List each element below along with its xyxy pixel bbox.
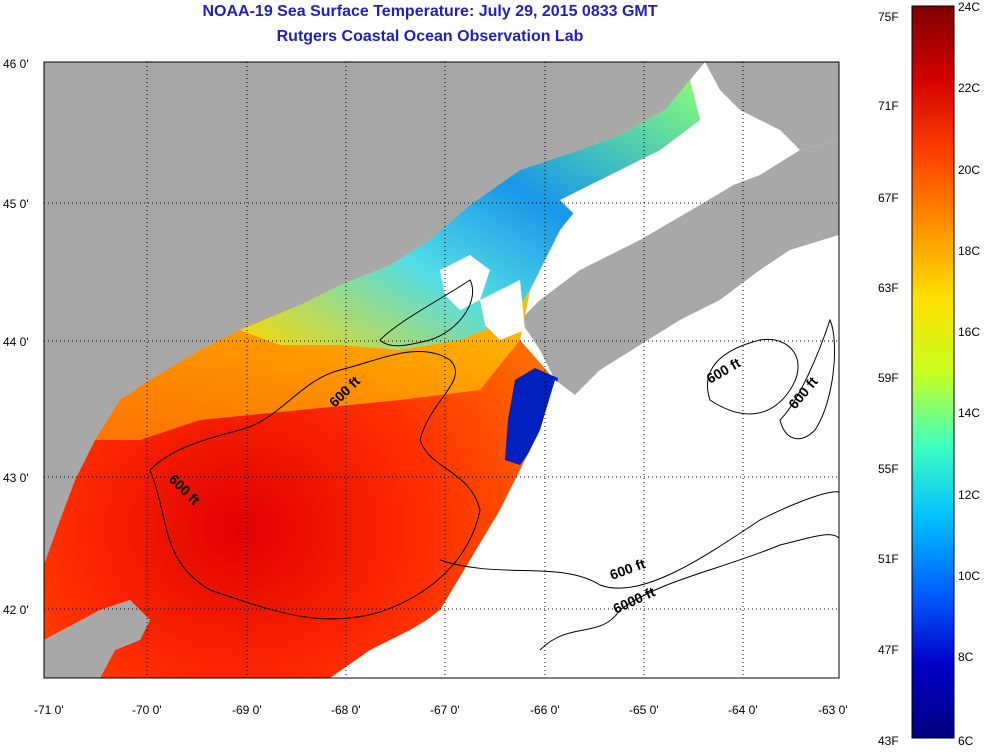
lat-label: 42 0' [3,603,29,617]
colorbar-f-label: 71F [878,99,899,113]
land-nova-scotia [520,140,839,395]
colorbar-f-label: 67F [878,191,899,205]
colorbar-c-label: 24C [958,0,980,14]
colorbar-c-label: 20C [958,163,980,177]
colorbar-c-label: 10C [958,569,980,583]
lon-label: -69 0' [232,703,262,717]
map-subtitle: Rutgers Coastal Ocean Observation Lab [276,28,584,45]
lat-label: 43 0' [3,471,29,485]
land-canada [705,62,839,150]
graticule [44,62,839,678]
lon-label: -66 0' [530,703,560,717]
lon-label: -67 0' [430,703,460,717]
lon-label: -64 0' [728,703,758,717]
colorbar-f-label: 51F [878,552,899,566]
colorbar-c-label: 14C [958,406,980,420]
land-maine [44,62,705,565]
lat-label: 45 0' [3,197,29,211]
lat-label: 46 0' [3,57,29,71]
colorbar-c-label: 18C [958,244,980,258]
lon-label: -71 0' [34,703,64,717]
bathymetry-contours [149,279,839,651]
colorbar-f-label: 47F [878,643,899,657]
colorbar-f-label: 59F [878,371,899,385]
colorbar-c-labels: 24C 22C 20C 18C 16C 14C 12C 10C 8C 6C [958,0,980,748]
lon-label: -70 0' [132,703,162,717]
lon-label: -65 0' [629,703,659,717]
colorbar-c-label: 8C [958,650,974,664]
cold-upwelling [505,368,558,465]
colorbar-f-label: 63F [878,281,899,295]
colorbar-c-label: 22C [958,81,980,95]
colorbar-c-label: 12C [958,488,980,502]
colorbar-f-label: 43F [878,734,899,748]
colorbar-c-label: 16C [958,325,980,339]
colorbar-f-label: 75F [878,10,899,24]
lat-label: 44 0' [3,335,29,349]
map-frame [43,61,840,679]
colorbar-f-label: 55F [878,462,899,476]
lon-label: -63 0' [818,703,848,717]
lon-label: -68 0' [331,703,361,717]
map-title: NOAA-19 Sea Surface Temperature: July 29… [202,3,658,20]
colorbar-c-label: 6C [958,734,974,748]
colorbar-f-labels: 75F 71F 67F 63F 59F 55F 51F 47F 43F [878,10,899,748]
land-cape-cod [44,600,150,678]
colorbar [911,5,955,739]
